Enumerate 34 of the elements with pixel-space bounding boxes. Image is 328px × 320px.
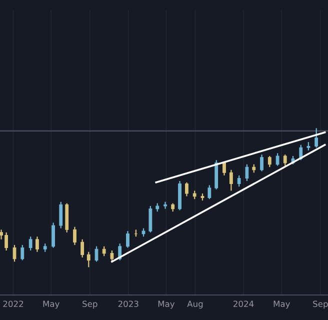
x-tick-label: May [274, 300, 290, 309]
candlestick [20, 244, 24, 261]
candlestick [314, 128, 318, 148]
candlestick [102, 246, 106, 257]
candlestick [12, 244, 16, 262]
x-tick-label: May [158, 300, 175, 309]
x-tick-label: Aug [187, 300, 203, 309]
candlestick [268, 155, 272, 168]
x-tick-label: 2022 [3, 300, 24, 308]
candlestick [164, 201, 167, 210]
candlestick [208, 184, 212, 200]
x-tick-label: Sep [82, 300, 98, 309]
candlestick [260, 154, 264, 172]
candlestick [237, 174, 241, 188]
candlestick [245, 164, 249, 182]
candlestick [73, 226, 76, 246]
candlestick [86, 251, 90, 268]
candlestick [94, 246, 98, 262]
candlestick [52, 222, 55, 248]
candlestick [59, 201, 63, 229]
candlestick [283, 154, 287, 166]
candlestick [110, 250, 114, 262]
candlestick [229, 169, 233, 192]
candlestick [276, 152, 280, 166]
candlestick [36, 236, 39, 252]
x-tick-label: 2024 [233, 300, 254, 308]
x-tick-label: Sep [313, 300, 328, 309]
x-tick-label: May [43, 300, 60, 309]
candlestick [80, 238, 84, 258]
candlestick [148, 205, 152, 233]
candlestick [28, 236, 32, 252]
x-tick-label: 2023 [118, 300, 138, 308]
candlestick [185, 182, 188, 197]
candlestick [126, 230, 130, 248]
